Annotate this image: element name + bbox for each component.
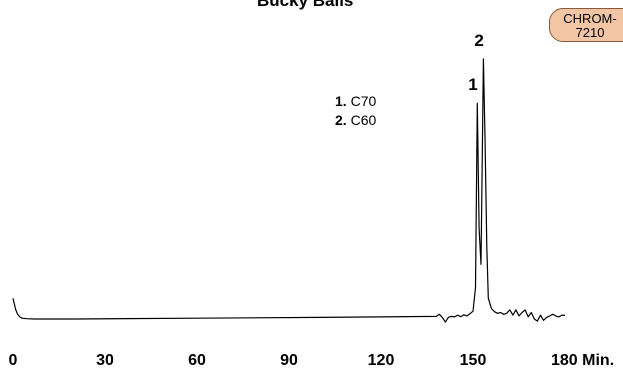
x-tick-label: 60 (188, 352, 206, 369)
legend-item: 2. C60 (335, 111, 376, 130)
legend-item-number: 2. (335, 112, 347, 128)
x-tick-label: 150 (459, 352, 487, 369)
legend-item-number: 1. (335, 93, 347, 109)
x-tick-label: 30 (96, 352, 114, 369)
chart-title: Bucky Balls (257, 0, 354, 10)
x-tick-label: 0 (8, 352, 18, 369)
x-tick-label: 90 (280, 352, 298, 369)
chrom-id-badge: CHROM- 7210 (549, 8, 623, 42)
x-tick-label: 180 Min. (551, 352, 615, 369)
peak-label: 1 (468, 75, 478, 95)
legend-item-compound: C60 (350, 112, 377, 128)
badge-line-2: 7210 (575, 25, 605, 40)
peak-legend: 1. C70 2. C60 (335, 92, 376, 130)
peak-label: 2 (474, 31, 484, 50)
chromatogram-trace-0 (12, 58, 566, 323)
x-tick-label: 120 (367, 352, 395, 369)
legend-item-compound: C70 (350, 93, 377, 109)
legend-item: 1. C70 (335, 92, 376, 111)
badge-line-1: CHROM- (563, 11, 617, 26)
